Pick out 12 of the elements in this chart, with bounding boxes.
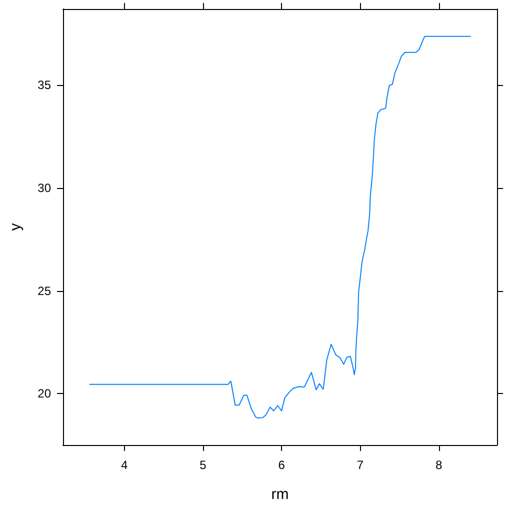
x-tick-label: 8	[435, 458, 442, 472]
x-axis-title: rm	[271, 486, 289, 503]
y-axis-title: y	[7, 222, 24, 231]
y-tick-label: 20	[38, 386, 52, 401]
y-tick-label: 30	[38, 180, 52, 195]
y-tick-label: 35	[38, 78, 52, 92]
x-tick-label: 7	[356, 458, 364, 472]
line-series	[89, 36, 471, 419]
x-tick-label: 6	[278, 458, 286, 472]
x-tick-label: 5	[200, 458, 207, 472]
x-tick-label: 4	[120, 458, 128, 472]
y-tick-label: 25	[38, 284, 52, 298]
